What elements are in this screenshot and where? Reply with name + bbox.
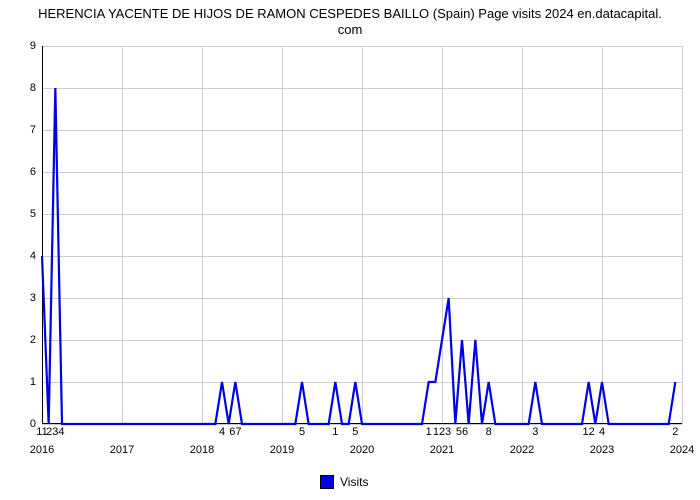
x-tick-label: 2019: [270, 424, 294, 456]
point-label: 67: [229, 424, 241, 438]
y-tick-label: 5: [30, 208, 42, 220]
series-line: [42, 46, 682, 424]
x-tick-label: 2017: [110, 424, 134, 456]
point-label: 5: [299, 424, 305, 438]
x-tick-label: 2018: [190, 424, 214, 456]
chart-title: HERENCIA YACENTE DE HIJOS DE RAMON CESPE…: [0, 6, 700, 39]
point-label: 5: [352, 424, 358, 438]
y-tick-label: 6: [30, 166, 42, 178]
x-tick-label: 2022: [510, 424, 534, 456]
y-tick-label: 8: [30, 82, 42, 94]
y-tick-label: 9: [30, 40, 42, 52]
y-tick-label: 1: [30, 376, 42, 388]
plot-area: 0123456789201620172018201920202021202220…: [42, 46, 682, 424]
point-label: 2: [672, 424, 678, 438]
point-label: 1: [426, 424, 432, 438]
point-label: 1: [332, 424, 338, 438]
point-label: 12: [583, 424, 595, 438]
legend: Visits: [320, 475, 368, 489]
y-tick-label: 4: [30, 250, 42, 262]
point-label: 123: [433, 424, 451, 438]
legend-swatch-icon: [320, 475, 334, 489]
gridline-vertical: [682, 46, 683, 424]
point-label: 234: [46, 424, 64, 438]
point-label: 4: [599, 424, 605, 438]
y-tick-label: 7: [30, 124, 42, 136]
point-label: 3: [532, 424, 538, 438]
point-label: 8: [486, 424, 492, 438]
legend-label: Visits: [340, 475, 368, 489]
y-tick-label: 2: [30, 334, 42, 346]
y-tick-label: 3: [30, 292, 42, 304]
point-label: 4: [219, 424, 225, 438]
point-label: 56: [456, 424, 468, 438]
